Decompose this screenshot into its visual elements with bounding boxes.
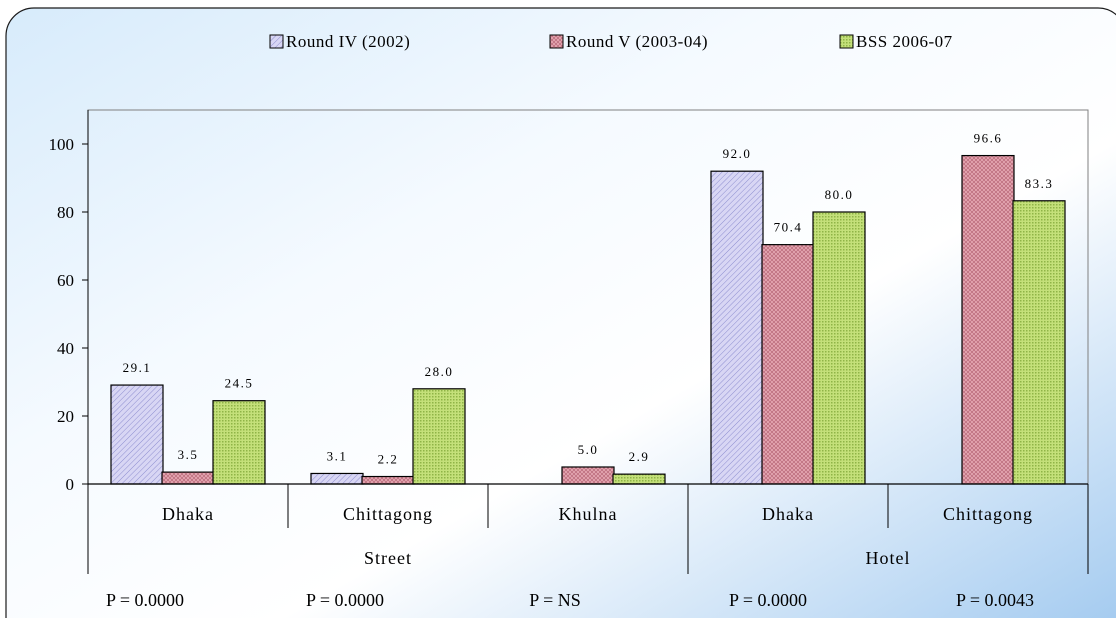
- y-tick-label: 20: [57, 407, 74, 426]
- data-label: 70.4: [774, 220, 803, 235]
- p-value-label: P = 0.0000: [729, 590, 807, 610]
- data-label: 2.9: [629, 449, 650, 464]
- bar: [310, 472, 364, 485]
- bar: [1012, 200, 1066, 485]
- p-values: P = 0.0000 P = 0.0000 P = NS P = 0.0000 P = …: [106, 590, 1034, 610]
- category-label: Chittagong: [943, 504, 1033, 524]
- legend-swatch: [839, 34, 854, 49]
- data-label: 5.0: [578, 442, 599, 457]
- y-tick-label: 40: [57, 339, 74, 358]
- bar: [561, 466, 615, 485]
- data-label: 29.1: [123, 360, 152, 375]
- data-label: 92.0: [723, 146, 752, 161]
- data-label: 2.2: [378, 452, 399, 467]
- legend-swatch: [269, 34, 284, 49]
- y-tick-label: 0: [66, 475, 75, 494]
- y-tick-label: 80: [57, 203, 74, 222]
- p-value-label: P = NS: [529, 590, 581, 610]
- category-label: Chittagong: [343, 504, 433, 524]
- bar: [361, 475, 415, 485]
- legend-label: Round V (2003-04): [566, 32, 708, 51]
- bar: [612, 473, 666, 485]
- y-tick-label: 60: [57, 271, 74, 290]
- bar: [812, 211, 866, 485]
- legend-swatch: [549, 34, 564, 49]
- bar: [212, 400, 266, 485]
- p-value-label: P = 0.0000: [306, 590, 384, 610]
- data-label: 80.0: [825, 187, 854, 202]
- x-axis: Dhaka Chittagong Khulna Dhaka Chittagong Stre…: [87, 483, 1089, 574]
- y-tick-label: 100: [49, 135, 75, 154]
- legend-label: BSS 2006-07: [856, 32, 953, 51]
- data-label: 28.0: [425, 364, 454, 379]
- p-value-label: P = 0.0043: [956, 590, 1034, 610]
- group-label: Hotel: [866, 548, 911, 568]
- group-label: Street: [364, 548, 412, 568]
- legend-label: Round IV (2002): [286, 32, 410, 51]
- chart-background: [5, 7, 1116, 623]
- category-label: Khulna: [559, 504, 618, 524]
- data-label: 96.6: [974, 131, 1003, 146]
- category-label: Dhaka: [762, 504, 814, 524]
- bar: [110, 384, 164, 485]
- bar: [761, 244, 815, 485]
- data-label: 24.5: [225, 376, 254, 391]
- bars: 29.1 3.1 92.0 3.5 2.2 5.0 70.4 96.6 24.5 28.0 2.9 8…: [110, 131, 1066, 485]
- bar: [961, 154, 1015, 485]
- data-label: 83.3: [1025, 176, 1054, 191]
- bar: [710, 170, 764, 485]
- category-label: Dhaka: [162, 504, 214, 524]
- bar: [161, 471, 215, 485]
- data-label: 3.5: [178, 447, 199, 462]
- legend: Round IV (2002) Round V (2003-04) BSS 2006…: [269, 32, 953, 51]
- bar: [412, 388, 466, 485]
- data-label: 3.1: [327, 448, 348, 463]
- y-axis: 0 20 40 60 80 100: [49, 110, 89, 494]
- p-value-label: P = 0.0000: [106, 590, 184, 610]
